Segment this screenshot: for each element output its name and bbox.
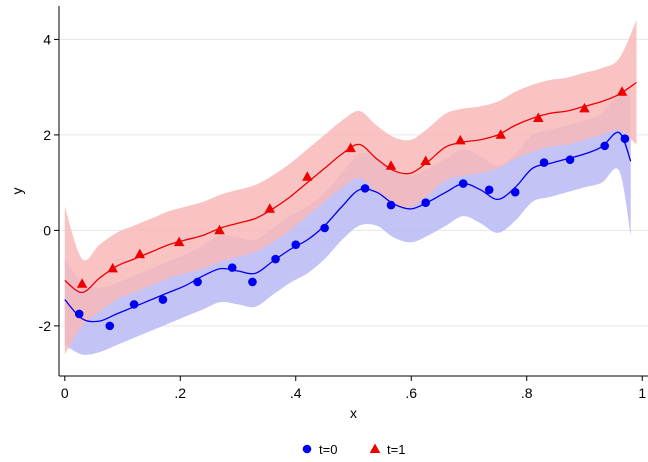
point-series-0-15 [510,187,520,197]
legend-label-1: t=1 [387,442,405,457]
point-series-1-7 [345,142,356,153]
band-series-1 [64,20,637,355]
confidence-bands [64,20,637,355]
point-series-1-11 [495,129,506,139]
point-series-0-3 [158,295,168,304]
y-axis-title: y [9,188,25,195]
y-tick-label-0: -2 [39,318,52,334]
x-tick-label-5: 1 [638,385,646,401]
point-series-0-2 [129,300,139,309]
y-tick-label-1: 0 [43,222,51,238]
point-series-1-9 [420,155,431,165]
point-series-0-16 [539,158,549,167]
x-tick-label-3: .6 [405,385,417,401]
point-series-1-5 [264,203,275,213]
legend-marker-1 [369,443,381,453]
point-series-1-4 [214,224,225,235]
legend-marker-0 [302,444,312,454]
point-series-1-13 [579,102,590,113]
legend: t=0 t=1 [302,442,405,457]
point-series-1-12 [533,112,544,122]
point-series-0-8 [291,240,301,250]
point-series-1-14 [616,86,628,96]
x-axis-ticks: 0 .2 .4 .6 .8 1 [61,376,646,401]
x-tick-label-2: .4 [290,385,302,401]
point-series-0-19 [620,134,630,144]
point-series-1-1 [107,262,118,273]
data-points [74,86,630,331]
band-series-0 [64,93,631,355]
point-series-0-11 [386,200,396,210]
point-series-1-10 [455,134,466,145]
point-series-1-0 [76,278,88,288]
point-series-0-10 [360,184,370,193]
point-series-0-12 [421,198,430,207]
x-axis-title: x [350,405,357,421]
x-tick-label-0: 0 [61,385,69,401]
x-tick-label-1: .2 [174,385,186,401]
point-series-0-4 [193,277,202,287]
point-series-0-13 [458,179,468,188]
point-series-1-6 [302,171,313,181]
point-series-0-18 [600,141,609,151]
point-series-0-0 [74,309,84,319]
point-series-0-1 [105,321,115,331]
point-series-0-17 [565,155,575,165]
axes: -2 0 2 4 0 .2 .4 .6 .8 1 [39,6,648,401]
point-series-0-9 [320,223,329,233]
point-series-1-8 [385,160,397,170]
point-series-1-2 [134,248,146,259]
legend-label-0: t=0 [319,442,337,457]
y-tick-label-2: 2 [43,127,51,143]
y-tick-label-3: 4 [43,31,51,47]
point-series-0-7 [271,254,280,264]
x-tick-label-4: .8 [521,385,533,401]
point-series-1-3 [173,236,185,247]
y-axis-ticks: -2 0 2 4 [39,31,59,334]
point-series-0-6 [248,277,257,287]
point-series-0-5 [227,263,237,272]
point-series-0-14 [484,185,494,195]
